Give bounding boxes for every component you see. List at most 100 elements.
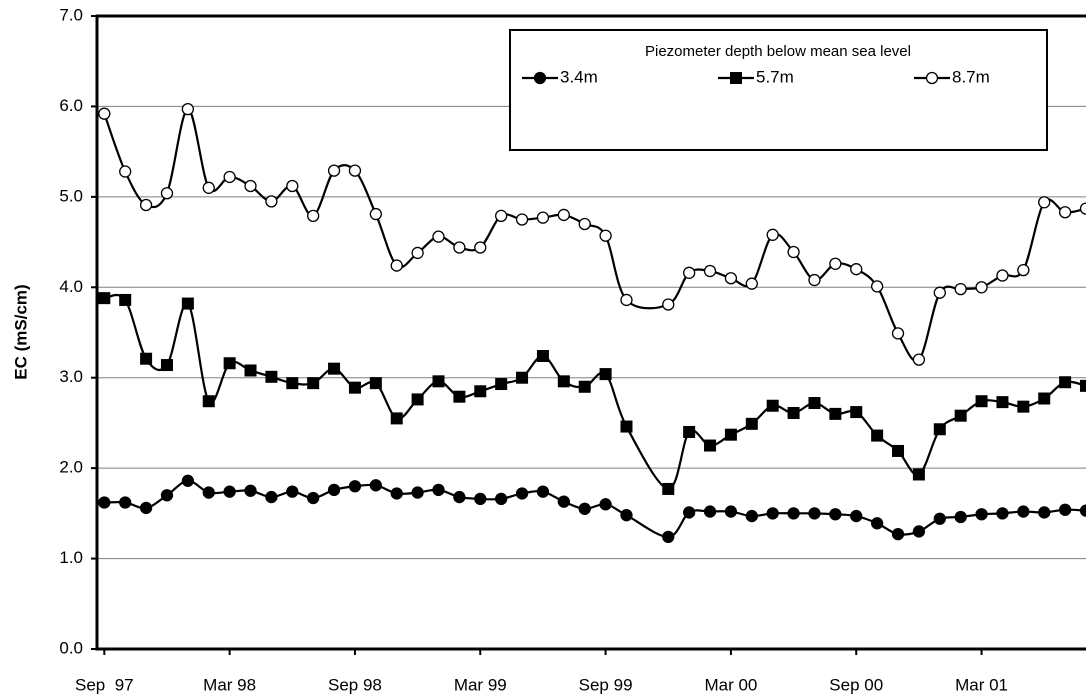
marker	[411, 486, 424, 499]
marker	[327, 164, 341, 177]
marker	[870, 517, 884, 530]
marker	[119, 293, 132, 306]
marker	[557, 208, 570, 222]
marker	[181, 102, 195, 116]
marker	[933, 423, 946, 436]
marker	[578, 380, 591, 393]
marker	[160, 359, 173, 372]
marker	[1017, 505, 1030, 518]
marker	[850, 406, 863, 419]
marker	[1059, 376, 1072, 389]
marker	[453, 490, 466, 504]
marker	[139, 501, 153, 515]
marker	[119, 165, 132, 178]
marker	[223, 357, 236, 370]
marker	[369, 479, 382, 492]
legend-marker	[533, 71, 547, 85]
marker	[390, 412, 403, 425]
marker	[870, 280, 884, 293]
marker	[954, 282, 967, 296]
marker	[766, 228, 779, 241]
x-tick-label: Sep 98	[328, 675, 382, 694]
marker	[912, 468, 925, 481]
marker	[745, 509, 758, 523]
marker	[307, 491, 320, 505]
x-tick-label: Mar 99	[454, 675, 507, 694]
marker	[432, 375, 445, 388]
legend-box	[509, 29, 1048, 151]
marker	[536, 350, 549, 363]
marker	[850, 263, 863, 276]
marker	[850, 509, 863, 523]
marker	[265, 490, 278, 504]
marker	[620, 420, 633, 433]
marker	[557, 375, 570, 388]
marker	[495, 492, 508, 506]
marker	[933, 286, 946, 299]
marker	[724, 272, 738, 285]
marker	[662, 298, 675, 311]
marker	[223, 485, 236, 498]
marker	[1080, 379, 1086, 392]
marker	[808, 507, 821, 520]
marker	[411, 393, 424, 406]
y-tick-label: 5.0	[59, 186, 83, 205]
series-line	[104, 293, 1086, 491]
marker	[704, 439, 717, 452]
marker	[892, 444, 905, 457]
marker	[453, 241, 466, 254]
marker	[703, 264, 717, 278]
marker	[432, 483, 445, 496]
marker	[474, 385, 487, 398]
marker	[536, 211, 550, 224]
marker	[453, 390, 466, 403]
marker	[536, 485, 550, 498]
marker	[829, 257, 842, 270]
marker	[1079, 202, 1086, 215]
legend-title: Piezometer depth below mean sea level	[645, 43, 911, 60]
marker	[620, 509, 633, 522]
legend-label: 3.4m	[560, 67, 598, 86]
marker	[682, 506, 696, 519]
marker	[181, 297, 194, 310]
marker	[348, 480, 362, 493]
marker	[98, 496, 111, 509]
y-tick-label: 6.0	[59, 96, 83, 115]
marker	[202, 395, 215, 408]
marker	[495, 378, 508, 391]
marker	[975, 281, 988, 294]
marker	[954, 510, 967, 524]
marker	[578, 217, 591, 231]
marker	[140, 352, 153, 365]
marker	[975, 508, 988, 521]
x-tick-label: Sep 00	[829, 675, 883, 694]
marker	[160, 489, 174, 502]
marker	[724, 428, 737, 441]
x-tick-label: Sep 97	[75, 675, 134, 694]
marker	[202, 486, 215, 499]
marker	[703, 505, 717, 518]
marker	[1058, 206, 1072, 219]
marker	[348, 164, 362, 177]
x-tick-label: Sep 99	[579, 675, 633, 694]
marker	[912, 353, 926, 366]
marker	[871, 429, 884, 442]
marker	[265, 370, 278, 383]
marker	[787, 245, 800, 259]
marker	[1038, 196, 1051, 209]
marker	[516, 371, 529, 384]
marker	[474, 241, 487, 254]
marker	[557, 495, 570, 508]
marker	[599, 498, 612, 511]
marker	[411, 246, 424, 260]
marker	[954, 409, 967, 422]
marker	[348, 381, 361, 394]
y-tick-label: 2.0	[59, 458, 83, 477]
marker	[787, 507, 800, 520]
marker	[808, 397, 821, 410]
marker	[495, 209, 508, 222]
marker	[996, 269, 1009, 282]
plot-frame	[95, 14, 1086, 651]
marker	[682, 266, 696, 279]
marker	[745, 277, 758, 290]
